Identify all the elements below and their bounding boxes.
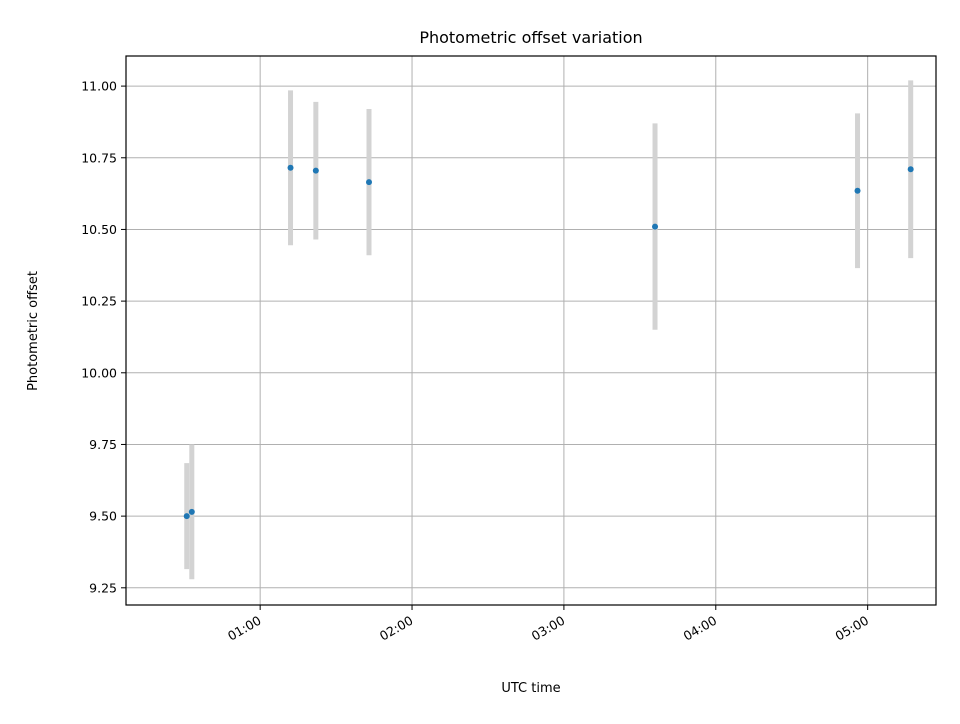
x-tick-label: 04:00 [681,613,720,644]
x-tick-label: 05:00 [832,613,871,644]
x-tick-label: 01:00 [225,613,264,644]
data-point [366,179,372,186]
y-tick-label: 9.75 [89,437,117,452]
y-tick-label: 10.00 [81,365,117,380]
y-tick-label: 10.50 [81,222,117,237]
data-point [907,166,914,173]
data-point [854,187,861,194]
chart-title: Photometric offset variation [419,28,642,47]
y-axis-label: Photometric offset [26,271,41,391]
data-points [183,164,914,520]
y-axis-ticks: 9.25 9.50 9.75 10.00 10.25 10.50 10.75 11.00 [81,79,126,595]
y-tick-label: 11.00 [81,79,117,94]
plot-frame [125,55,937,606]
data-point [652,223,659,230]
x-tick-label: 02:00 [377,613,416,644]
y-tick-label: 10.25 [81,294,117,309]
x-axis-label: UTC time [501,681,560,696]
x-tick-label: 03:00 [529,613,568,644]
grid [126,56,936,605]
error-bars [184,80,914,580]
y-tick-label: 9.25 [89,580,117,595]
y-tick-label: 10.75 [81,150,117,165]
data-point [287,164,294,171]
x-axis-ticks: 01:00 02:00 03:00 04:00 05:00 [225,605,871,644]
y-tick-label: 9.50 [89,509,117,524]
data-point [183,513,190,520]
data-point [312,167,319,174]
data-point [188,508,195,515]
